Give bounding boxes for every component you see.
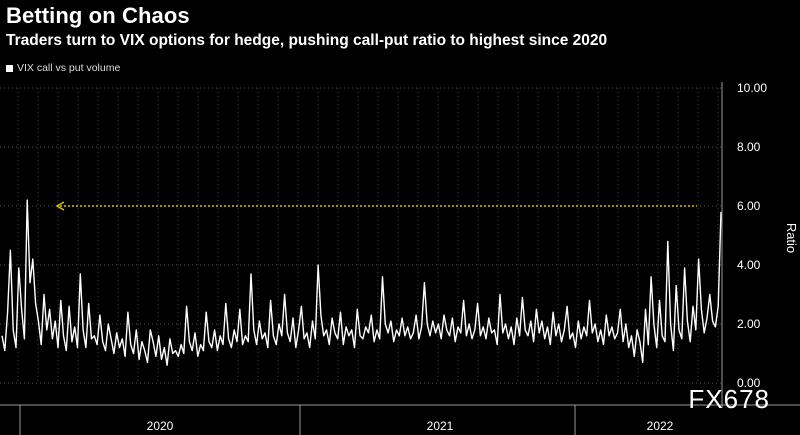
legend-label: VIX call vs put volume <box>17 62 121 74</box>
x-tick-label: 2022 <box>647 419 674 433</box>
legend: VIX call vs put volume <box>6 62 120 74</box>
watermark: FX678 <box>688 384 770 414</box>
series-line-vix-call-put <box>1 199 722 366</box>
y-tick-label: 0.00 <box>737 376 761 390</box>
legend-swatch <box>6 64 13 72</box>
chart-subtitle: Traders turn to VIX options for hedge, p… <box>6 32 608 49</box>
y-tick-label: 10.00 <box>737 81 767 95</box>
x-tick-label: 2021 <box>427 419 454 433</box>
y-axis-title: Ratio <box>784 223 799 253</box>
y-tick-label: 4.00 <box>737 258 761 272</box>
y-tick-label: 2.00 <box>737 317 761 331</box>
reference-arrowhead <box>55 201 65 211</box>
y-tick-label: 8.00 <box>737 140 761 154</box>
y-tick-label: 6.00 <box>737 199 761 213</box>
chart-title: Betting on Chaos <box>6 3 190 28</box>
x-tick-label: 2020 <box>147 419 174 433</box>
